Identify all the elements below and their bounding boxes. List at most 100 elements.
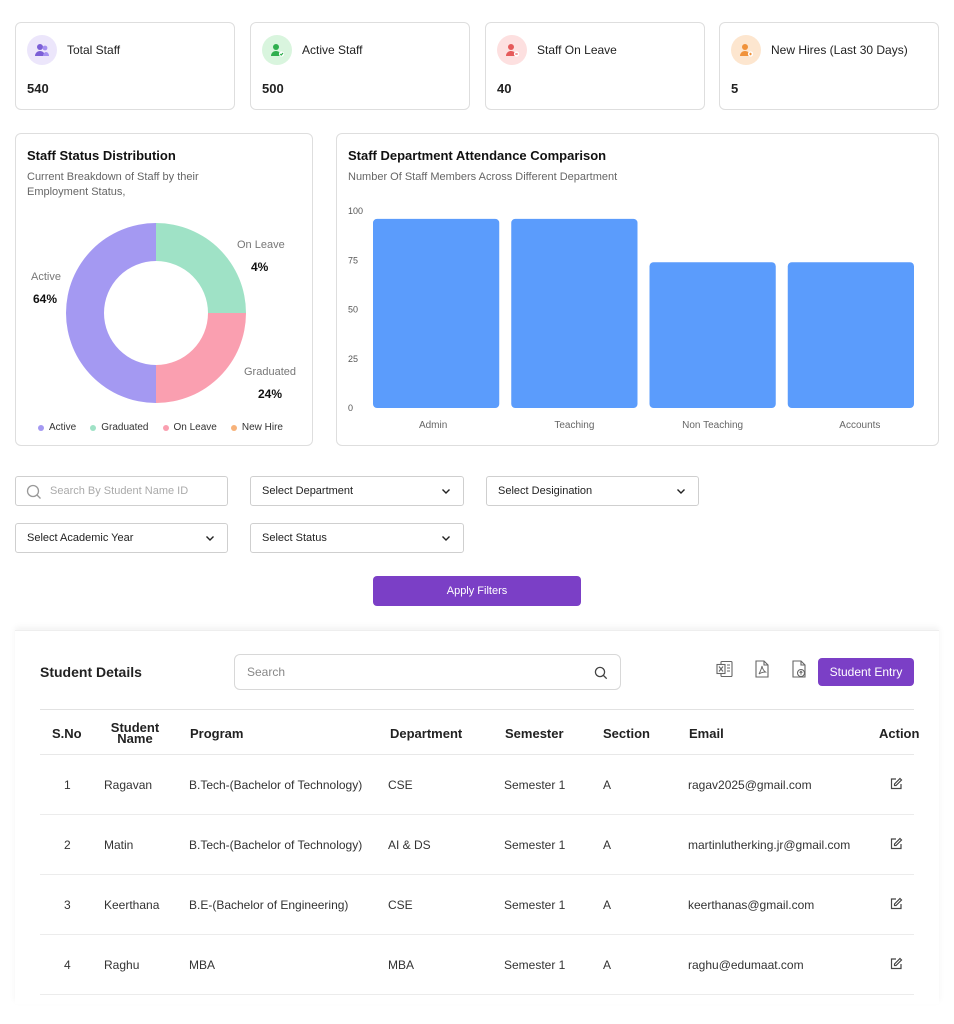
stat-value: 540	[27, 81, 49, 96]
cell-section: A	[603, 778, 612, 792]
bar-accounts[interactable]	[787, 262, 914, 408]
search-placeholder: Search	[247, 665, 286, 679]
donut-slice-active[interactable]	[66, 223, 156, 403]
th-sno: S.No	[52, 725, 82, 741]
stat-label: New Hires (Last 30 Days)	[771, 43, 908, 57]
stat-label: Active Staff	[302, 43, 363, 57]
apply-filters-button[interactable]: Apply Filters	[373, 576, 581, 606]
donut-pct-on-leave: 4%	[251, 260, 269, 274]
stat-label: Staff On Leave	[537, 43, 617, 57]
edit-icon[interactable]	[889, 837, 903, 856]
th-name-line: Student	[110, 720, 160, 735]
cell-student-name: Raghu	[104, 958, 140, 972]
select-value: Select Academic Year	[27, 532, 134, 544]
stat-card-total-staff: Total Staff 540	[15, 22, 235, 110]
stat-card-new-hires: New Hires (Last 30 Days) 5	[719, 22, 939, 110]
stat-card-staff-on-leave: Staff On Leave 40	[485, 22, 705, 110]
y-tick-label: 100	[348, 206, 363, 216]
excel-export-icon[interactable]	[714, 658, 736, 680]
donut-pct-active: 64%	[33, 292, 58, 306]
legend-dot	[162, 424, 169, 431]
x-tick-label: Teaching	[554, 420, 594, 431]
edit-icon[interactable]	[889, 897, 903, 916]
chevron-down-icon	[442, 536, 450, 541]
chevron-down-icon	[206, 536, 214, 541]
cell-student-name: Keerthana	[104, 898, 160, 912]
status-select[interactable]: Select Status	[250, 523, 464, 553]
bar-non-teaching[interactable]	[649, 262, 776, 408]
donut-chart	[66, 223, 246, 403]
student-search-input[interactable]: Search By Student Name ID	[15, 476, 228, 506]
th-email: Email	[689, 725, 724, 741]
section-title: Student Details	[40, 664, 142, 680]
stat-value: 5	[731, 81, 739, 96]
bar-teaching[interactable]	[511, 218, 638, 408]
bar-chart: 0 25 50 75 100 Admin Teaching Non Teaching Accou…	[348, 206, 914, 431]
stat-value: 40	[497, 81, 512, 96]
y-tick-label: 50	[348, 305, 358, 315]
cell-email[interactable]: martinlutherking.jr@gmail.com	[688, 838, 851, 852]
y-tick-label: 75	[348, 255, 358, 265]
cell-sno: 3	[64, 898, 71, 912]
x-tick-label: Accounts	[839, 420, 880, 431]
search-placeholder: Search By Student Name ID	[50, 485, 189, 497]
cell-email[interactable]: ragav2025@gmail.com	[688, 778, 812, 792]
cell-department: CSE	[388, 898, 413, 912]
cell-section: A	[603, 898, 612, 912]
pdf-export-icon[interactable]	[751, 658, 773, 680]
legend-dot	[90, 424, 97, 431]
select-value: Select Status	[262, 532, 327, 544]
cell-sno: 2	[64, 838, 71, 852]
cell-program: MBA	[189, 958, 216, 972]
panel-subtitle: Current Breakdown of Staff by their Empl…	[27, 170, 199, 200]
cell-student-name: Ragavan	[104, 778, 153, 792]
cell-semester: Semester 1	[504, 838, 566, 852]
stat-value: 500	[262, 81, 284, 96]
th-program: Program	[190, 725, 244, 741]
legend-item-graduated[interactable]: Graduated	[90, 422, 149, 433]
cell-section: A	[603, 958, 612, 972]
cell-department: AI & DS	[388, 838, 431, 852]
legend-label: On Leave	[173, 422, 217, 433]
th-semester: Semester	[505, 725, 564, 741]
table-header: S.No Student Name Program Department Sem…	[40, 709, 919, 755]
chevron-down-icon	[442, 489, 450, 494]
cell-program: B.E-(Bachelor of Engineering)	[189, 898, 349, 912]
donut-label-graduated: Graduated	[244, 366, 296, 378]
edit-icon[interactable]	[889, 957, 903, 976]
cell-program: B.Tech-(Bachelor of Technology)	[189, 778, 363, 792]
search-icon	[26, 484, 41, 499]
th-name-line: Name	[117, 731, 153, 746]
upload-file-icon[interactable]	[788, 658, 810, 680]
cell-student-name: Matin	[104, 838, 134, 852]
panel-title: Staff Status Distribution	[27, 148, 176, 163]
user-check-icon	[262, 35, 292, 65]
donut-pct-graduated: 24%	[258, 387, 283, 401]
subtitle-line: Employment Status,	[27, 186, 126, 198]
legend-item-on-leave[interactable]: On Leave	[162, 422, 217, 433]
donut-slice-graduated[interactable]	[156, 223, 246, 313]
academic-year-select[interactable]: Select Academic Year	[15, 523, 228, 553]
user-plus-icon	[731, 35, 761, 65]
y-tick-label: 0	[348, 403, 353, 413]
designation-select[interactable]: Select Desigination	[486, 476, 699, 506]
cell-email[interactable]: keerthanas@gmail.com	[688, 898, 815, 912]
department-select[interactable]: Select Department	[250, 476, 464, 506]
department-attendance-panel: Staff Department Attendance Comparison N…	[336, 133, 939, 446]
student-entry-button[interactable]: Student Entry	[818, 658, 914, 686]
table-search-input[interactable]: Search	[234, 654, 621, 690]
cell-email[interactable]: raghu@edumaat.com	[688, 958, 804, 972]
x-tick-label: Admin	[419, 420, 447, 431]
th-section: Section	[603, 725, 650, 741]
subtitle-line: Current Breakdown of Staff by their	[27, 171, 199, 183]
bar-admin[interactable]	[373, 218, 500, 408]
cell-program: B.Tech-(Bachelor of Technology)	[189, 838, 363, 852]
edit-icon[interactable]	[889, 777, 903, 796]
select-value: Select Department	[262, 485, 354, 497]
donut-slice-on-leave[interactable]	[156, 313, 246, 403]
cell-semester: Semester 1	[504, 958, 566, 972]
legend-item-active[interactable]: Active	[38, 422, 76, 433]
student-details-section: Student Details Search Student Entry S.N…	[15, 630, 939, 1004]
search-icon	[594, 666, 608, 680]
legend-item-new-hire[interactable]: New Hire	[230, 422, 283, 433]
